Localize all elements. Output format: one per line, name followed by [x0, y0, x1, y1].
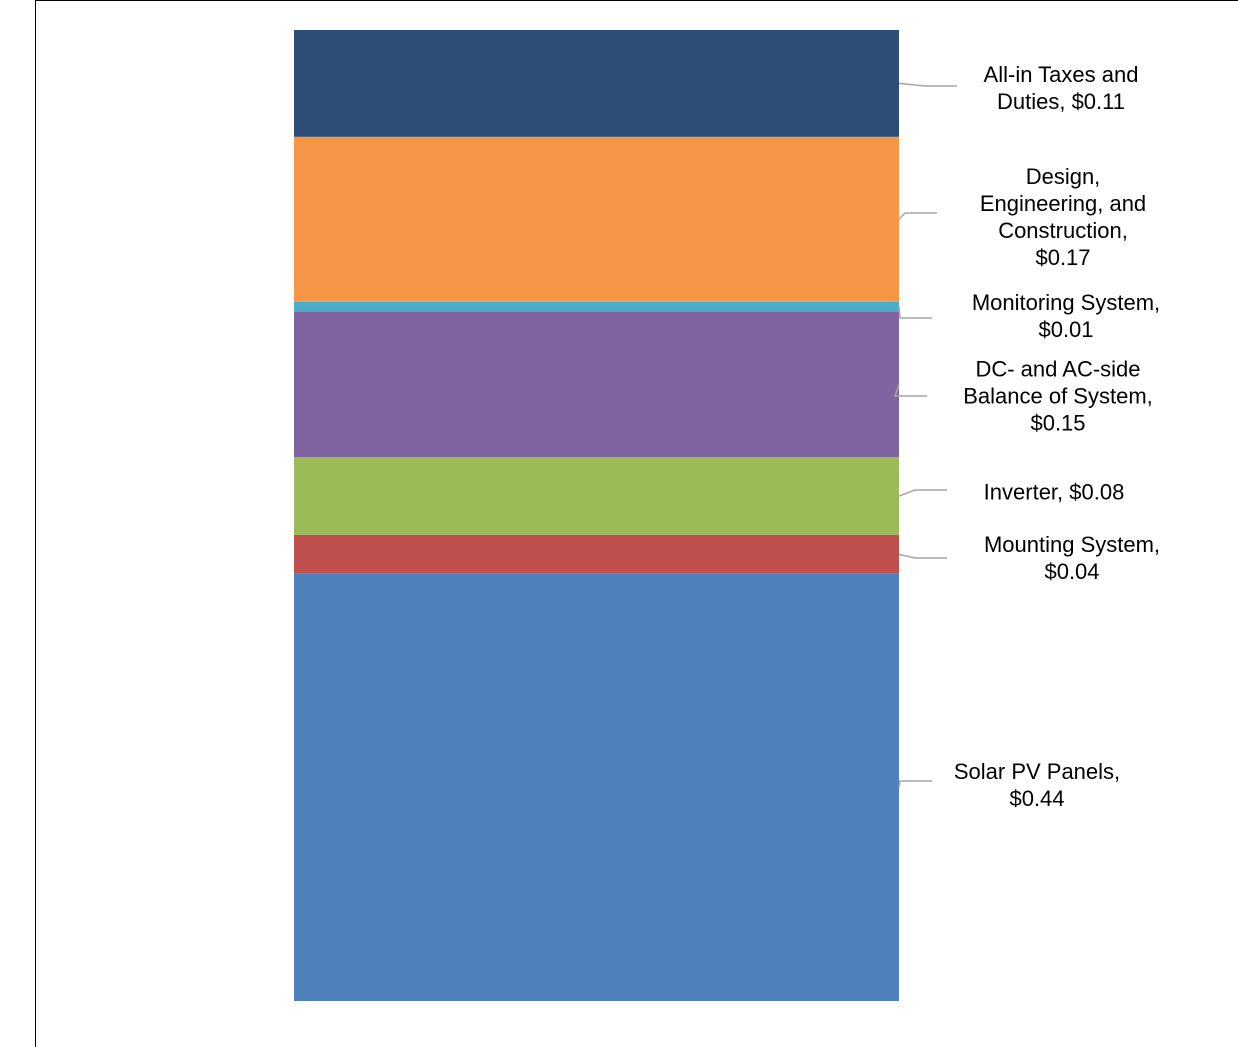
data-label-line: Solar PV Panels,: [954, 759, 1120, 784]
bar-segment-all-in-taxes-and-duties: [294, 30, 899, 137]
bar-segment-mounting-system: [294, 534, 899, 574]
data-label-line: $0.44: [1009, 786, 1064, 811]
chart-frame: [35, 0, 1238, 1047]
data-label-monitoring-system: Monitoring System, $0.01: [972, 290, 1160, 342]
data-label-line: Inverter, $0.08: [984, 480, 1125, 505]
data-label-line: Design,: [1026, 164, 1101, 189]
leader-line-monitoring-system: [898, 306, 932, 319]
data-label-line: $0.15: [1030, 411, 1085, 436]
data-label-line: Construction,: [998, 218, 1128, 243]
leader-line-all-in-taxes-and-duties: [898, 82, 957, 87]
bar-segment-dc-and-ac-side-balance-of-system: [294, 311, 899, 458]
data-label-dc-and-ac-side-balance-of-system: DC- and AC-side Balance of System, $0.15: [963, 357, 1153, 436]
leader-lines: [893, 82, 957, 788]
data-label-mounting-system: Mounting System, $0.04: [984, 532, 1160, 584]
leader-line-dc-and-ac-side-balance-of-system: [893, 384, 927, 397]
data-label-line: DC- and AC-side: [975, 357, 1140, 382]
leader-line-mounting-system: [898, 553, 947, 559]
data-label-line: $0.01: [1038, 317, 1093, 342]
data-label-line: Monitoring System,: [972, 290, 1160, 315]
bar-segment-inverter: [294, 457, 899, 535]
bar-segments: [294, 30, 899, 1001]
data-label-design-engineering-and-construction: Design, Engineering, and Construction, $0.1…: [980, 164, 1146, 270]
leader-line-design-engineering-and-construction: [898, 212, 937, 220]
leader-line-inverter: [898, 489, 947, 497]
bar-segment-design-engineering-and-construction: [294, 136, 899, 302]
data-label-line: $0.17: [1035, 245, 1090, 270]
data-label-line: Engineering, and: [980, 191, 1146, 216]
data-label-solar-pv-panels: Solar PV Panels, $0.44: [954, 759, 1120, 811]
data-label-line: All-in Taxes and: [984, 62, 1139, 87]
data-label-all-in-taxes-and-duties: All-in Taxes and Duties, $0.11: [984, 62, 1139, 114]
leader-line-solar-pv-panels: [898, 780, 932, 788]
data-label-line: $0.04: [1044, 559, 1099, 584]
bar-segment-monitoring-system: [294, 301, 899, 312]
data-label-inverter: Inverter, $0.08: [984, 480, 1125, 505]
data-label-line: Mounting System,: [984, 532, 1160, 557]
bar-segment-solar-pv-panels: [294, 573, 899, 1001]
data-label-line: Balance of System,: [963, 384, 1153, 409]
data-label-line: Duties, $0.11: [997, 89, 1125, 114]
